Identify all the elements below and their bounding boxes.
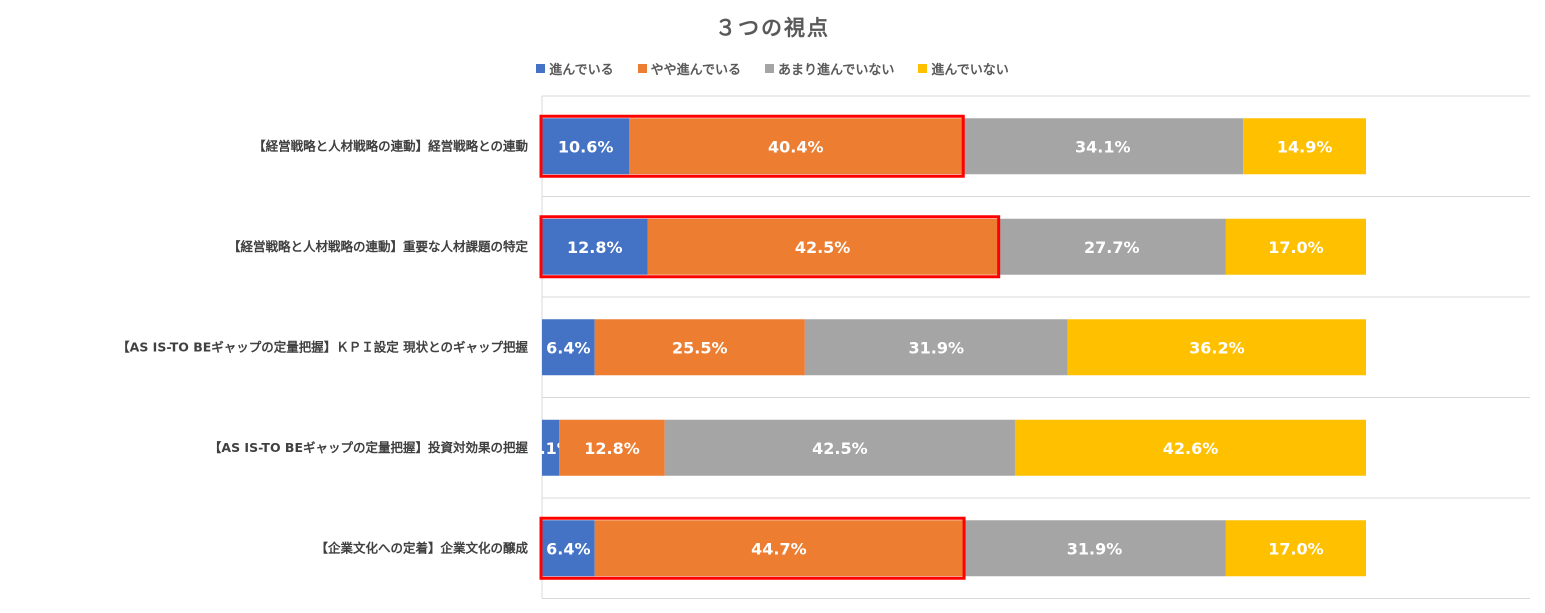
highlight-box (539, 215, 1001, 279)
data-label: 36.2% (1189, 338, 1245, 357)
legend-swatch (637, 64, 647, 73)
legend-label: 進んでいない (931, 63, 1009, 78)
category-label: 【経営戦略と人材戦略の連動】経営戦略との連動 (253, 138, 528, 153)
category-label: 【AS IS-TO BEギャップの定量把握】ＫＰＩ設定 現状とのギャップ把握 (117, 339, 528, 354)
legend-swatch (765, 64, 774, 73)
bar-segment (963, 520, 1226, 577)
bar-segment (629, 118, 963, 175)
bar-segment (1225, 520, 1366, 577)
legend-item-somewhat-advanced: やや進んでいる (637, 59, 741, 78)
bar-segment (1225, 218, 1366, 275)
data-label: 42.6% (1163, 439, 1219, 458)
data-label: 34.1% (1075, 137, 1131, 156)
legend-item-not-advanced: 進んでいない (918, 59, 1009, 78)
bar-segment (542, 419, 560, 476)
highlight-box (539, 114, 965, 178)
legend-item-advanced: 進んでいる (536, 59, 614, 78)
data-label: 25.5% (672, 338, 728, 357)
legend-label: やや進んでいる (650, 63, 741, 78)
bar-segment (542, 118, 630, 175)
data-label: 6.4% (546, 338, 590, 357)
data-label: 42.5% (812, 439, 868, 458)
data-label: 6.4% (546, 539, 590, 558)
legend-label: あまり進んでいない (778, 63, 895, 78)
highlight-box (539, 516, 966, 580)
bar-segment (1243, 118, 1366, 175)
legend-swatch (536, 64, 546, 73)
chart-title: ３つの視点 (715, 16, 830, 40)
legend-item-not-much-advanced: あまり進んでいない (765, 59, 894, 78)
data-label: 44.7% (751, 539, 807, 558)
bar-segment (1014, 419, 1366, 476)
data-label: 40.4% (768, 137, 824, 156)
bar-segment (647, 218, 998, 275)
data-label: 17.0% (1268, 539, 1324, 558)
data-label: 17.0% (1268, 238, 1324, 257)
bar-segment (594, 319, 805, 376)
bar-segment (962, 118, 1244, 175)
bar-segment (542, 319, 595, 376)
data-label: 12.8% (567, 238, 623, 257)
legend-label: 進んでいる (549, 63, 614, 78)
data-label: 14.9% (1277, 137, 1333, 156)
bar-segment (1067, 319, 1366, 376)
bar-segment (594, 520, 964, 577)
bar-segment (997, 218, 1226, 275)
data-label: 31.9% (1067, 539, 1123, 558)
bar-segment (542, 218, 648, 275)
category-label: 【AS IS-TO BEギャップの定量把握】投資対効果の把握 (209, 440, 529, 455)
data-label: 31.9% (909, 338, 965, 357)
bar-segment (542, 520, 595, 577)
bar-segment (804, 319, 1068, 376)
data-label: 10.6% (558, 137, 614, 156)
data-label: 12.8% (584, 439, 640, 458)
category-label: 【経営戦略と人材戦略の連動】重要な人材課題の特定 (228, 239, 529, 254)
legend: 進んでいる やや進んでいる あまり進んでいない 進んでいない (0, 59, 1545, 78)
legend-swatch (918, 64, 928, 73)
category-label: 【企業文化への定着】企業文化の醸成 (315, 540, 528, 555)
bar-segment (559, 419, 665, 476)
data-label: 27.7% (1084, 238, 1140, 257)
bar-segment (664, 419, 1015, 476)
data-label: 42.5% (795, 238, 851, 257)
